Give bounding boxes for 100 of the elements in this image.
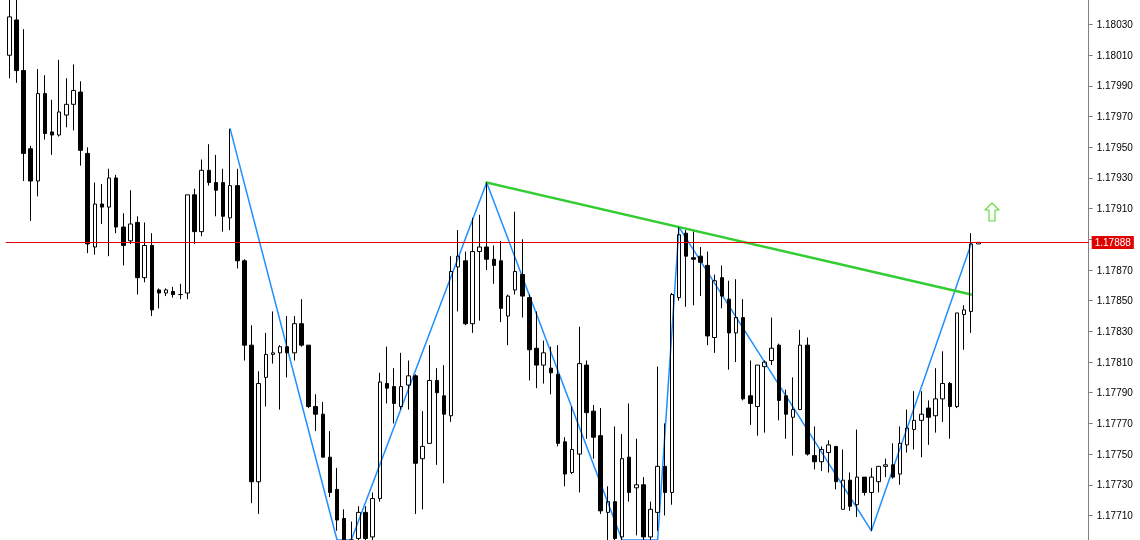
candlestick (321, 401, 325, 458)
candlestick (78, 80, 83, 167)
candlestick (477, 214, 482, 322)
y-tick-label: 1.17930 (1096, 172, 1134, 184)
candlestick (64, 77, 69, 128)
candlestick (385, 346, 389, 404)
candlestick (370, 491, 375, 540)
candlestick (499, 240, 503, 323)
candlestick (85, 146, 90, 254)
candlestick (313, 393, 318, 432)
y-tick-label: 1.17870 (1096, 264, 1134, 276)
y-tick-label: 1.17790 (1096, 387, 1134, 399)
candlestick (157, 287, 161, 309)
candlestick (741, 298, 745, 401)
y-tick-label: 1.17710 (1096, 509, 1134, 521)
candlestick (698, 246, 703, 297)
candlestick (883, 458, 888, 478)
candlestick (427, 344, 432, 444)
candlestick (534, 310, 539, 389)
candlestick (598, 407, 603, 515)
candlestick (328, 430, 332, 498)
candlestick (107, 168, 111, 257)
candlestick (641, 476, 646, 540)
candlestick (249, 324, 254, 504)
candlestick (484, 182, 489, 271)
candlestick (214, 154, 218, 217)
candlestick (121, 212, 126, 266)
candlestick (43, 74, 47, 141)
candlestick (962, 304, 966, 351)
candlestick (919, 390, 924, 458)
candlestick (869, 467, 874, 532)
candlestick (342, 508, 346, 540)
line-series (229, 128, 972, 540)
candlestick (399, 352, 403, 411)
candlestick (7, 0, 12, 79)
candlestick (862, 476, 867, 497)
y-tick-label: 1.17850 (1096, 295, 1134, 307)
candlestick (570, 406, 574, 475)
y-tick-label: 1.17950 (1096, 141, 1134, 153)
candlestick (670, 292, 674, 506)
candlestick (762, 360, 767, 434)
candlestick (826, 439, 831, 473)
candlestick (492, 244, 496, 285)
candlestick (926, 399, 931, 446)
candlestick (349, 521, 354, 540)
candlestick (613, 425, 617, 540)
candlestick (784, 389, 788, 440)
candlestick (50, 99, 54, 156)
candlestick (278, 344, 282, 411)
candlestick (356, 505, 361, 540)
candlestick (442, 364, 446, 484)
candlestick (299, 298, 304, 348)
candlestick (335, 467, 339, 532)
candlestick (185, 194, 190, 300)
candlestick (164, 287, 168, 297)
candlestick (634, 438, 639, 536)
candlestick (705, 251, 710, 346)
candlestick (271, 310, 275, 365)
y-tick-label: 1.18030 (1096, 19, 1134, 31)
candlestick (805, 337, 810, 457)
candlestick (463, 251, 468, 326)
y-tick-label: 1.17810 (1096, 356, 1134, 368)
y-tick-label: 1.17910 (1096, 203, 1134, 215)
candlestick (114, 174, 118, 234)
candlestick (855, 429, 859, 518)
candlestick (378, 372, 382, 503)
candlestick (21, 28, 26, 182)
candlestick (912, 390, 916, 450)
candlestick (777, 343, 781, 421)
candlestick (798, 329, 802, 411)
candlestick (684, 229, 688, 308)
candlestick (834, 445, 838, 490)
candlestick (285, 315, 289, 378)
candlestick (891, 442, 895, 480)
candlestick (948, 381, 952, 440)
candlestick (228, 128, 232, 231)
candlestick (363, 505, 368, 540)
candlestick (192, 188, 197, 245)
candlestick (748, 360, 753, 426)
candlestick (791, 376, 795, 457)
candlestick (663, 422, 667, 516)
candlestick (435, 367, 439, 466)
candlestick (235, 168, 240, 269)
candlestick (292, 315, 297, 362)
candlestick (527, 294, 532, 381)
candlestick (819, 445, 824, 472)
candlestick (734, 278, 738, 363)
candlestick (976, 241, 981, 245)
candlestick (256, 370, 261, 515)
candlestick (306, 344, 311, 409)
candlestick (563, 436, 567, 487)
candlestick (71, 63, 76, 131)
candlestick (556, 344, 560, 447)
candlestick (221, 168, 225, 233)
candlestick (969, 232, 973, 334)
candlestick (606, 485, 610, 540)
candlestick (36, 68, 40, 197)
candlestick (541, 340, 546, 385)
candlestick (712, 274, 717, 354)
candlestick (449, 255, 453, 423)
